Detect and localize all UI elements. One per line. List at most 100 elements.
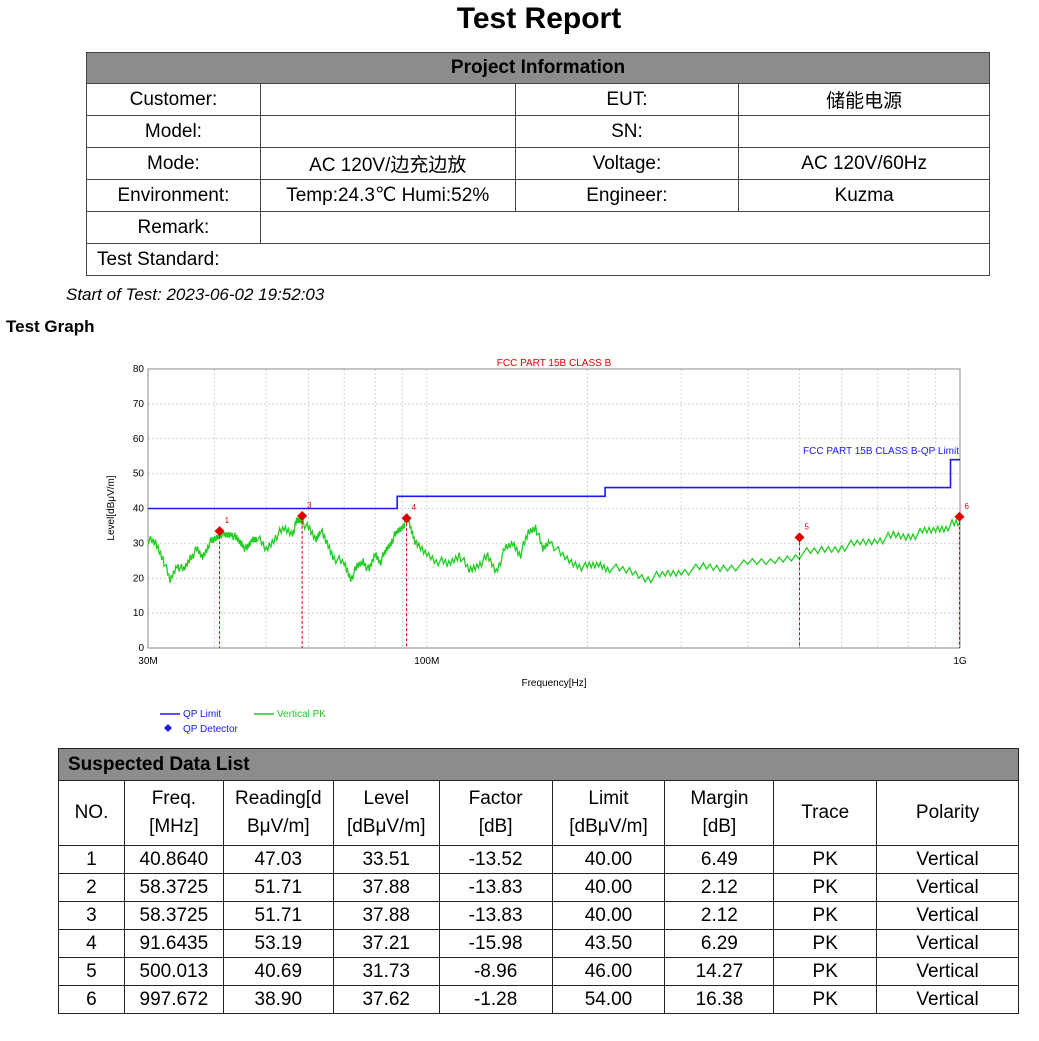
table-cell: 33.51 bbox=[332, 845, 440, 874]
column-header: Polarity bbox=[876, 780, 1019, 846]
table-cell: 5 bbox=[58, 957, 125, 986]
table-cell: 40.00 bbox=[551, 845, 666, 874]
table-cell: 40.69 bbox=[222, 957, 334, 986]
table-row: 3 58.3725 51.71 37.88 -13.83 40.00 2.12 PK Verti… bbox=[58, 901, 1019, 930]
x-axis-ticks: 30M 100M 1G bbox=[138, 656, 967, 667]
table-cell: PK bbox=[773, 929, 878, 958]
table-cell: 2.12 bbox=[664, 901, 775, 930]
table-cell: 43.50 bbox=[551, 929, 666, 958]
table-cell: 1 bbox=[58, 845, 125, 874]
eut-value: 储能电源 bbox=[738, 83, 990, 116]
column-header: Reading[d BμV/m] bbox=[222, 780, 334, 846]
remark-value bbox=[259, 211, 991, 244]
emission-chart: 0 10 20 30 40 50 60 70 80 30M 100M 1G 1 3 4 5 6 FCC PA… bbox=[106, 358, 969, 735]
customer-value bbox=[259, 83, 516, 116]
legend-qp-detector-icon bbox=[164, 724, 172, 732]
column-header: Factor [dB] bbox=[438, 780, 553, 846]
table-cell: 6.29 bbox=[664, 929, 775, 958]
table-cell: PK bbox=[773, 901, 878, 930]
table-cell: 6 bbox=[58, 985, 125, 1014]
engineer-label: Engineer: bbox=[514, 179, 740, 212]
table-cell: Vertical bbox=[876, 957, 1019, 986]
table-cell: 58.3725 bbox=[123, 901, 224, 930]
qp-marker bbox=[214, 526, 225, 537]
table-cell: 37.62 bbox=[332, 985, 440, 1014]
table-cell: Vertical bbox=[876, 901, 1019, 930]
qp-marker bbox=[401, 513, 412, 524]
table-cell: 46.00 bbox=[551, 957, 666, 986]
column-header: Trace bbox=[773, 780, 878, 846]
x-axis-label: Frequency[Hz] bbox=[521, 678, 586, 689]
table-cell: 40.00 bbox=[551, 873, 666, 902]
table-row: 4 91.6435 53.19 37.21 -15.98 43.50 6.29 PK Verti… bbox=[58, 929, 1019, 958]
table-row: 5 500.013 40.69 31.73 -8.96 46.00 14.27 PK Verti… bbox=[58, 957, 1019, 986]
table-cell: 2.12 bbox=[664, 873, 775, 902]
table-cell: PK bbox=[773, 985, 878, 1014]
table-row: 1 40.8640 47.03 33.51 -13.52 40.00 6.49 PK Verti… bbox=[58, 845, 1019, 874]
start-of-test: Start of Test: 2023-06-02 19:52:03 bbox=[66, 285, 325, 304]
marker-number: 3 bbox=[307, 501, 312, 510]
table-cell: 47.03 bbox=[222, 845, 334, 874]
table-cell: 4 bbox=[58, 929, 125, 958]
engineer-value: Kuzma bbox=[738, 179, 990, 212]
chart-legend: QP Limit Vertical PK QP Detector bbox=[160, 709, 326, 735]
y-tick-label: 10 bbox=[133, 608, 145, 619]
y-tick-label: 40 bbox=[133, 504, 145, 515]
sn-label: SN: bbox=[514, 115, 740, 148]
table-cell: 37.88 bbox=[332, 873, 440, 902]
table-cell: PK bbox=[773, 873, 878, 902]
table-cell: 91.6435 bbox=[123, 929, 224, 958]
x-tick-label: 100M bbox=[414, 656, 439, 667]
sn-value bbox=[738, 115, 990, 148]
table-cell: 3 bbox=[58, 901, 125, 930]
column-header: Limit [dBμV/m] bbox=[551, 780, 666, 846]
table-cell: 500.013 bbox=[123, 957, 224, 986]
column-header: Margin [dB] bbox=[664, 780, 775, 846]
vertical-pk-trace bbox=[147, 514, 961, 585]
marker-number: 1 bbox=[225, 516, 230, 525]
qp-marker bbox=[297, 510, 308, 521]
table-cell: Vertical bbox=[876, 985, 1019, 1014]
y-axis-label: Level[dBμV/m] bbox=[106, 475, 117, 540]
voltage-label: Voltage: bbox=[514, 147, 740, 180]
table-cell: -1.28 bbox=[438, 985, 553, 1014]
test-standard-label: Test Standard: bbox=[86, 243, 990, 276]
marker-number: 4 bbox=[412, 503, 417, 512]
customer-label: Customer: bbox=[86, 83, 261, 116]
suspected-data-table: Suspected Data List NO. Freq. [MHz] Reading… bbox=[58, 748, 1019, 1014]
table-cell: 51.71 bbox=[222, 901, 334, 930]
y-tick-label: 0 bbox=[138, 643, 144, 654]
qp-markers: 1 3 4 5 6 bbox=[214, 501, 969, 648]
table-cell: 40.00 bbox=[551, 901, 666, 930]
table-cell: 51.71 bbox=[222, 873, 334, 902]
table-cell: PK bbox=[773, 845, 878, 874]
y-tick-label: 20 bbox=[133, 573, 145, 584]
model-label: Model: bbox=[86, 115, 261, 148]
legend-vertical-pk-label: Vertical PK bbox=[277, 709, 326, 720]
table-cell: 31.73 bbox=[332, 957, 440, 986]
x-tick-label: 1G bbox=[953, 656, 967, 667]
table-cell: Vertical bbox=[876, 845, 1019, 874]
eut-label: EUT: bbox=[514, 83, 740, 116]
limit-line-label: FCC PART 15B CLASS B-QP Limit bbox=[803, 446, 959, 457]
table-cell: 14.27 bbox=[664, 957, 775, 986]
y-tick-label: 70 bbox=[133, 399, 145, 410]
table-cell: 37.88 bbox=[332, 901, 440, 930]
table-cell: -13.83 bbox=[438, 873, 553, 902]
environment-label: Environment: bbox=[86, 179, 261, 212]
voltage-value: AC 120V/60Hz bbox=[738, 147, 990, 180]
y-tick-label: 30 bbox=[133, 538, 145, 549]
report-title: Test Report bbox=[456, 2, 622, 35]
mode-label: Mode: bbox=[86, 147, 261, 180]
table-cell: 37.21 bbox=[332, 929, 440, 958]
table-cell: 53.19 bbox=[222, 929, 334, 958]
y-tick-label: 50 bbox=[133, 469, 145, 480]
table-cell: 16.38 bbox=[664, 985, 775, 1014]
table-cell: 2 bbox=[58, 873, 125, 902]
table-row: 2 58.3725 51.71 37.88 -13.83 40.00 2.12 PK Verti… bbox=[58, 873, 1019, 902]
y-tick-label: 60 bbox=[133, 434, 145, 445]
table-cell: PK bbox=[773, 957, 878, 986]
table-row: 6 997.672 38.90 37.62 -1.28 54.00 16.38 PK Verti… bbox=[58, 985, 1019, 1014]
table-cell: -8.96 bbox=[438, 957, 553, 986]
y-tick-label: 80 bbox=[133, 364, 145, 375]
